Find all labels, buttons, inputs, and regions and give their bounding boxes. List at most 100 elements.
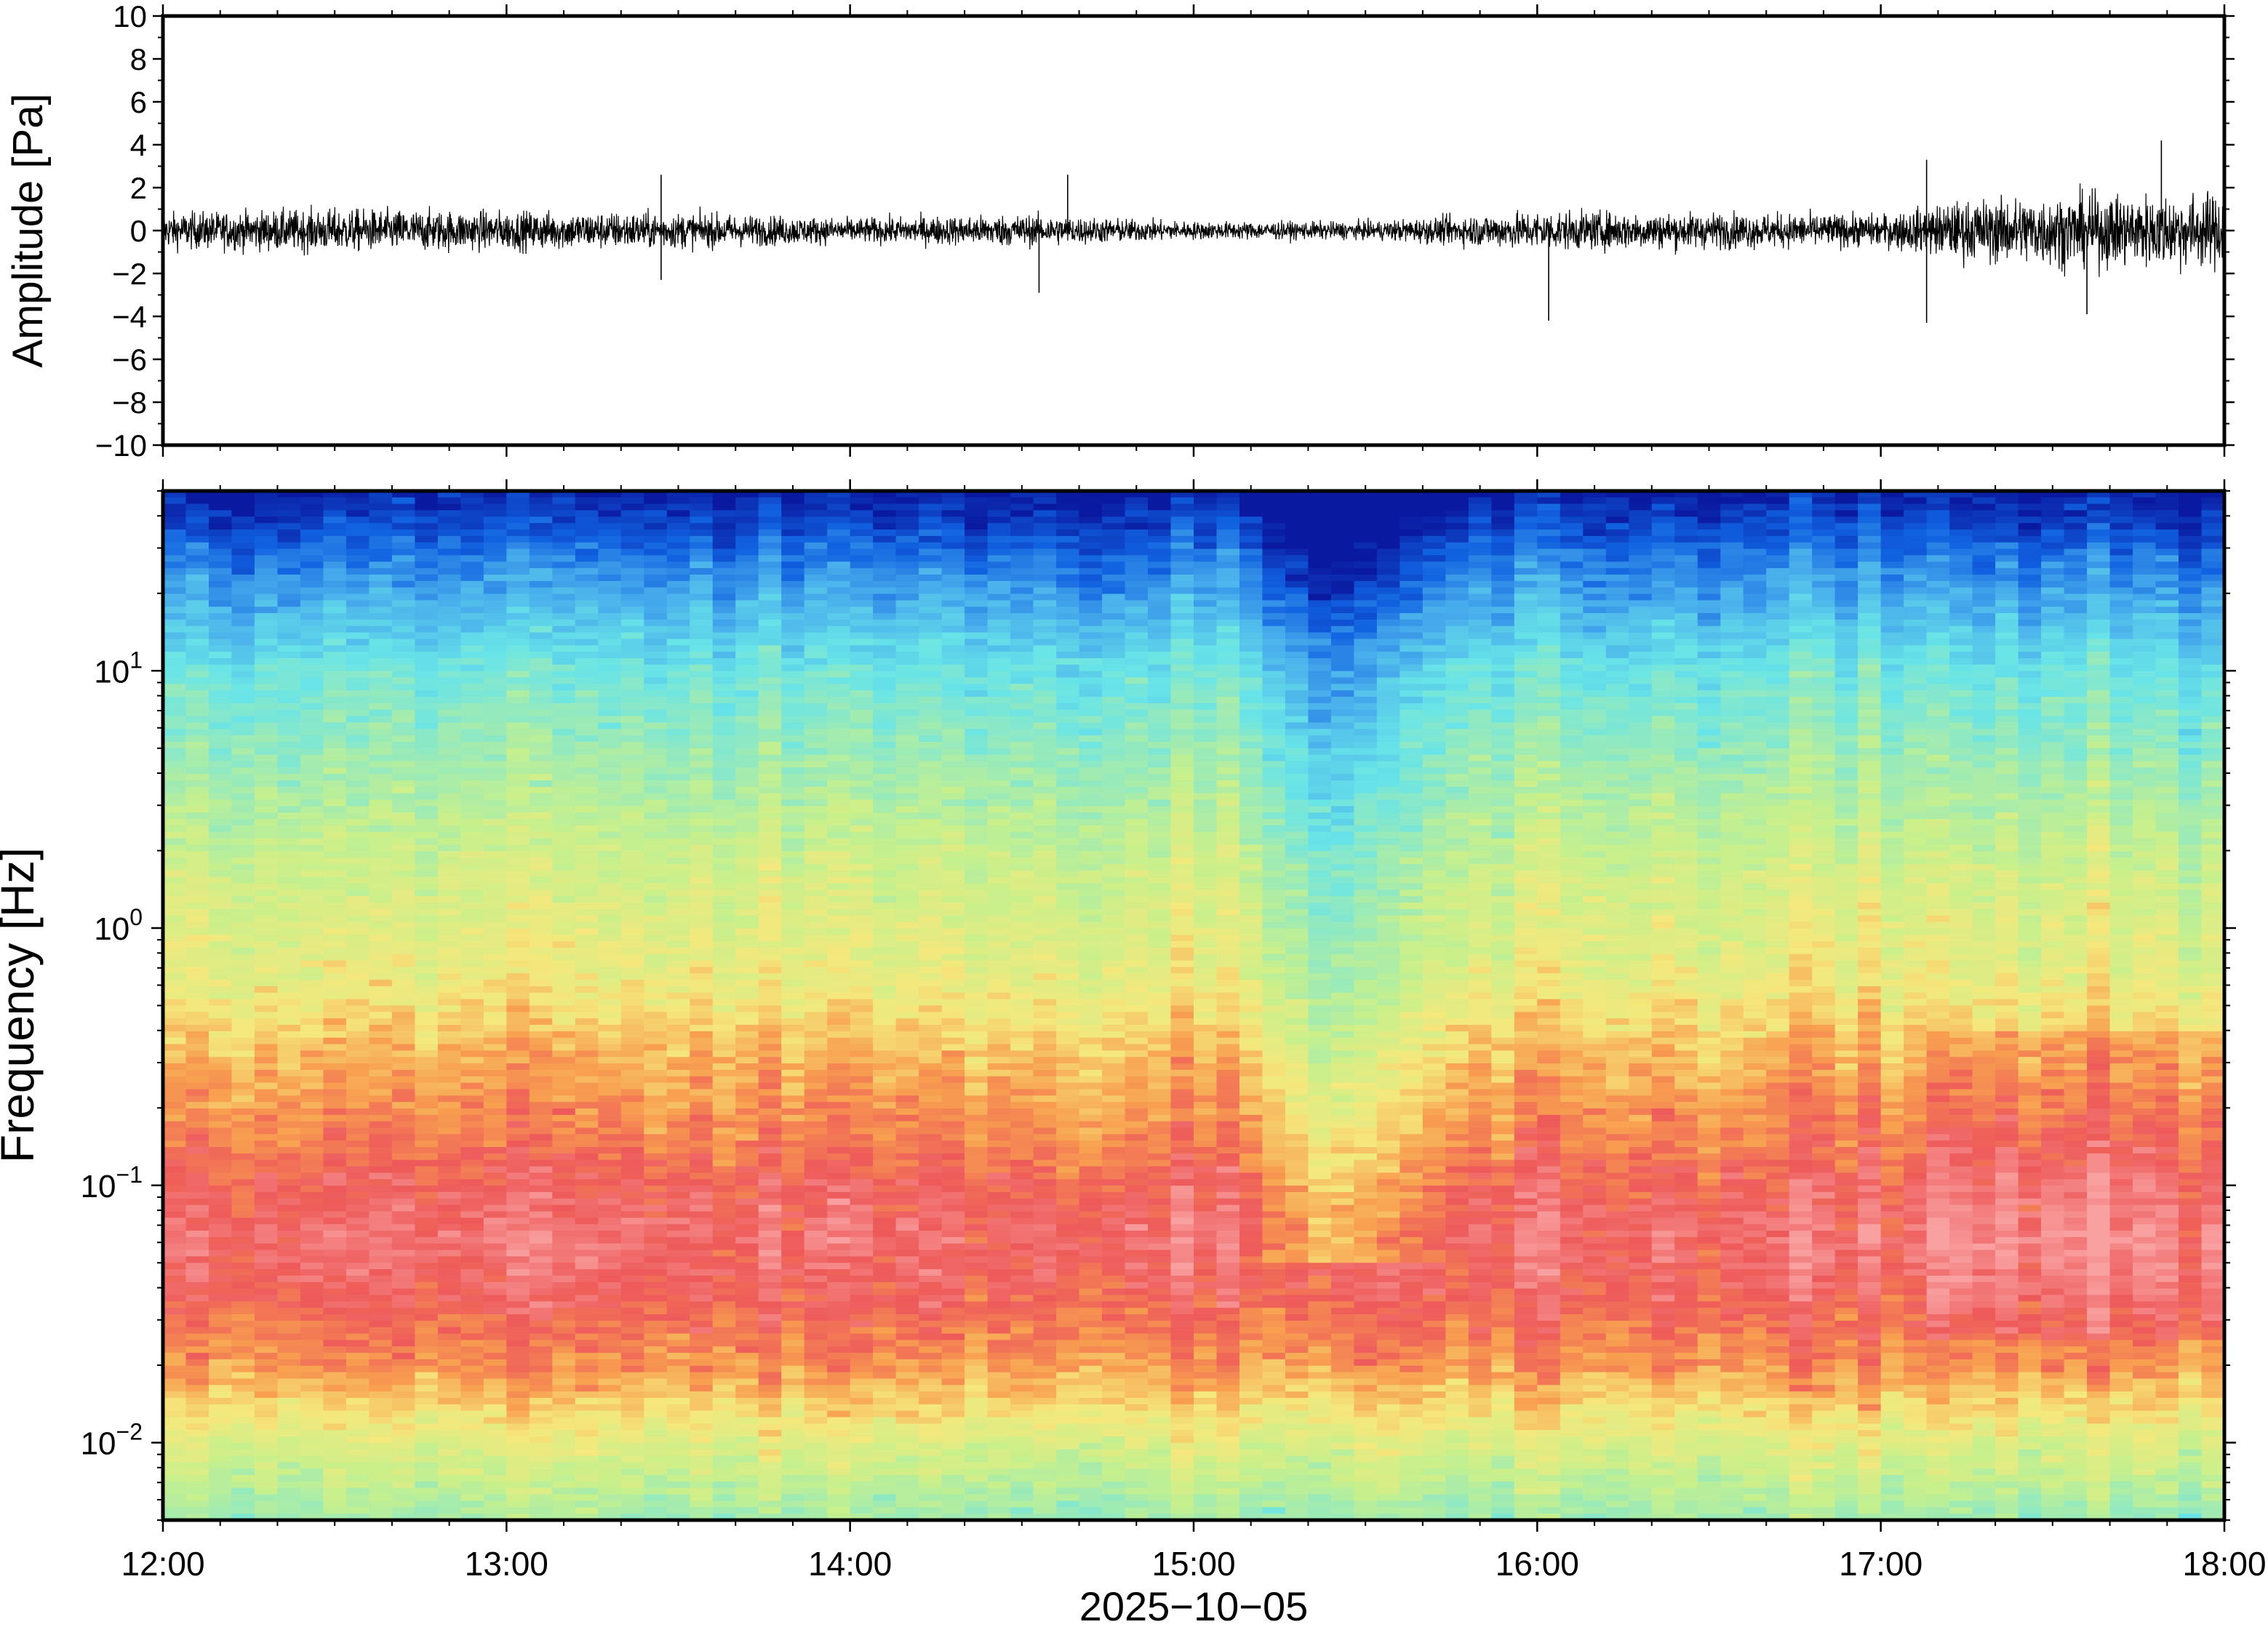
heatmap-cell (369, 1128, 392, 1135)
heatmap-cell (163, 1462, 186, 1469)
heatmap-cell (713, 1108, 736, 1116)
heatmap-cell (438, 890, 461, 897)
heatmap-cell (163, 1250, 186, 1258)
heatmap-cell (255, 1172, 278, 1180)
heatmap-cell (598, 922, 621, 930)
heatmap-cell (644, 1212, 667, 1219)
heatmap-cell (530, 555, 553, 562)
heatmap-cell (255, 844, 278, 852)
heatmap-cell (392, 1269, 415, 1276)
heatmap-cell (300, 1482, 324, 1489)
heatmap-cell (323, 1276, 346, 1283)
heatmap-cell (667, 729, 690, 736)
heatmap-cell (713, 1205, 736, 1212)
heatmap-cell (185, 812, 209, 820)
heatmap-cell (438, 710, 461, 717)
heatmap-cell (415, 935, 438, 942)
heatmap-cell (438, 1186, 461, 1193)
heatmap-cell (713, 1012, 736, 1019)
heatmap-cell (163, 1391, 186, 1399)
heatmap-cell (781, 1115, 804, 1122)
heatmap-cell (804, 787, 828, 794)
heatmap-cell (644, 1083, 667, 1090)
heatmap-cell (438, 1172, 461, 1180)
heatmap-cell (346, 1456, 370, 1463)
heatmap-cell (644, 697, 667, 704)
heatmap-cell (713, 1025, 736, 1032)
heatmap-cell (735, 1057, 759, 1064)
heatmap-cell (827, 1372, 850, 1380)
heatmap-cell (506, 645, 530, 652)
heatmap-cell (575, 1140, 599, 1148)
heatmap-cell (827, 1475, 850, 1482)
heatmap-cell (644, 1385, 667, 1392)
heatmap-cell (667, 1244, 690, 1251)
heatmap-cell (415, 658, 438, 665)
heatmap-cell (781, 1353, 804, 1360)
heatmap-cell (598, 1450, 621, 1457)
heatmap-cell (690, 839, 713, 846)
heatmap-cell (804, 742, 828, 749)
heatmap-cell (759, 948, 782, 955)
heatmap-cell (231, 1488, 255, 1495)
heatmap-cell (621, 806, 644, 813)
heatmap-cell (713, 607, 736, 614)
heatmap-cell (231, 1391, 255, 1399)
heatmap-cell (827, 1102, 850, 1109)
heatmap-cell (484, 1154, 507, 1161)
heatmap-cell (690, 1276, 713, 1283)
heatmap-cell (575, 1269, 599, 1276)
heatmap-cell (506, 1423, 530, 1431)
heatmap-cell (231, 1327, 255, 1335)
heatmap-cell (781, 1057, 804, 1064)
heatmap-cell (850, 787, 874, 794)
heatmap-cell (231, 748, 255, 756)
heatmap-cell (667, 1140, 690, 1148)
heatmap-cell (460, 1391, 484, 1399)
heatmap-cell (392, 671, 415, 679)
heatmap-cell (163, 1231, 186, 1238)
heatmap-cell (163, 1289, 186, 1296)
heatmap-cell (163, 677, 186, 684)
heatmap-cell (667, 1404, 690, 1412)
heatmap-cell (827, 555, 850, 562)
heatmap-cell (231, 973, 255, 980)
heatmap-cell (460, 948, 484, 955)
heatmap-cell (690, 851, 713, 858)
heatmap-cell (231, 626, 255, 633)
heatmap-cell (759, 1179, 782, 1186)
heatmap-cell (369, 607, 392, 614)
heatmap-cell (163, 1147, 186, 1154)
heatmap-cell (163, 1334, 186, 1341)
heatmap-cell (255, 800, 278, 807)
heatmap-cell (713, 1212, 736, 1219)
heatmap-cell (185, 941, 209, 948)
heatmap-cell (506, 1031, 530, 1039)
heatmap-cell (277, 1456, 300, 1463)
heatmap-cell (506, 864, 530, 871)
heatmap-cell (369, 1436, 392, 1444)
heatmap-cell (484, 890, 507, 897)
heatmap-cell (713, 690, 736, 697)
heatmap-cell (644, 516, 667, 524)
heatmap-cell (369, 1102, 392, 1109)
heatmap-cell (506, 961, 530, 968)
heatmap-cell (690, 1244, 713, 1251)
heatmap-cell (460, 1488, 484, 1495)
heatmap-cell (667, 1314, 690, 1322)
heatmap-cell (185, 1115, 209, 1122)
heatmap-cell (713, 1430, 736, 1437)
heatmap-cell (255, 1450, 278, 1457)
heatmap-cell (231, 658, 255, 665)
heatmap-cell (392, 626, 415, 633)
heatmap-cell (163, 1057, 186, 1064)
heatmap-cell (598, 1199, 621, 1206)
heatmap-cell (690, 1179, 713, 1186)
heatmap-cell (277, 928, 300, 935)
heatmap-cell (690, 1475, 713, 1482)
heatmap-cell (185, 748, 209, 756)
heatmap-cell (506, 909, 530, 916)
heatmap-cell (392, 787, 415, 794)
heatmap-cell (827, 1443, 850, 1450)
heatmap-cell (415, 1256, 438, 1263)
